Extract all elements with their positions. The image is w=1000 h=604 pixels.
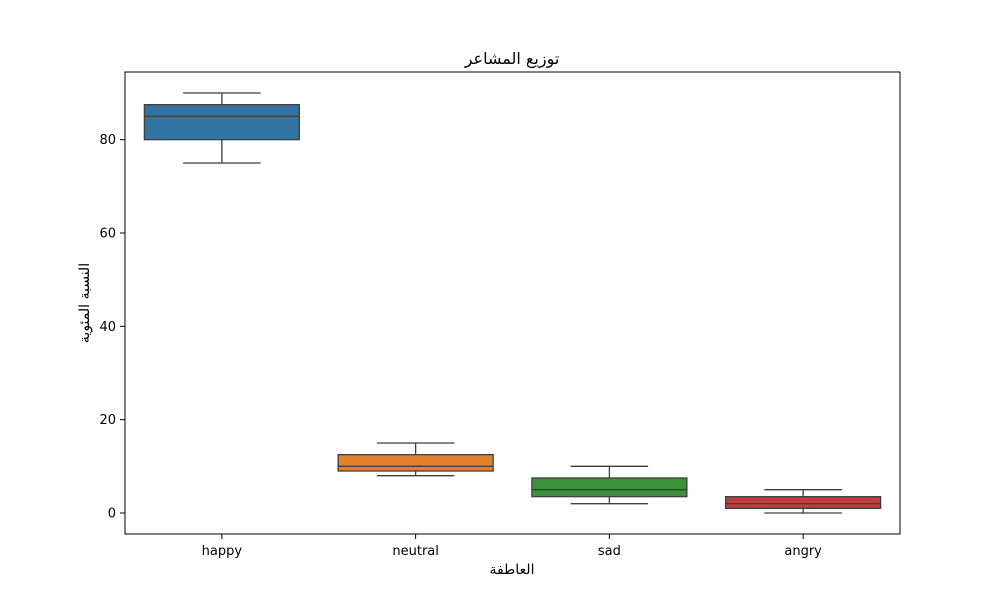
boxes-layer bbox=[143, 92, 882, 514]
chart-title: توزيع المشاعر bbox=[464, 49, 560, 69]
box-happy bbox=[143, 92, 301, 164]
x-axis: happy neutral sad angry bbox=[202, 534, 822, 559]
x-tick-label-happy: happy bbox=[202, 544, 243, 559]
x-axis-title: العاطفة bbox=[490, 562, 535, 578]
box-body bbox=[337, 454, 494, 472]
x-tick-label-neutral: neutral bbox=[392, 544, 439, 559]
x-tick-label-angry: angry bbox=[784, 544, 822, 559]
y-tick-label: 60 bbox=[99, 227, 116, 242]
x-tick-label-sad: sad bbox=[598, 544, 621, 559]
box-body bbox=[143, 104, 301, 141]
box-body bbox=[531, 477, 688, 498]
box-angry bbox=[724, 489, 882, 514]
plot-area-frame bbox=[124, 71, 901, 535]
y-axis-title: النسبة المئوية bbox=[77, 263, 93, 343]
y-tick-label: 40 bbox=[99, 320, 116, 335]
box-neutral bbox=[337, 442, 494, 477]
y-tick-label: 20 bbox=[99, 413, 116, 428]
y-tick-label: 80 bbox=[99, 133, 116, 148]
box-sad bbox=[531, 465, 688, 505]
box-body bbox=[724, 496, 882, 509]
y-axis: 0 20 40 60 80 bbox=[99, 133, 125, 522]
y-tick-label: 0 bbox=[108, 507, 116, 522]
